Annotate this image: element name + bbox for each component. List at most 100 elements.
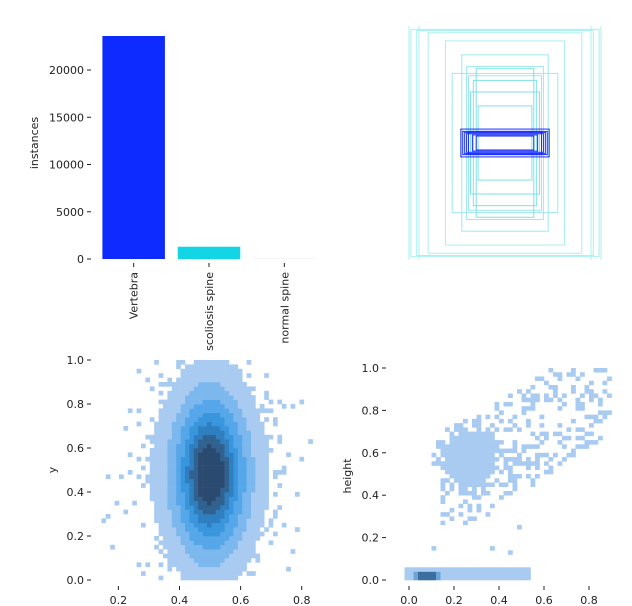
heatmap-cell: [242, 382, 247, 387]
heatmap-cell: [167, 430, 173, 436]
heatmap-cell: [180, 487, 186, 493]
heatmap-cell: [233, 500, 239, 506]
heatmap-cell: [233, 421, 239, 427]
heatmap-cell: [229, 474, 234, 480]
heatmap-cell: [242, 470, 247, 475]
heatmap-cell: [251, 527, 256, 532]
xy-y-tick-label: 0.4: [67, 486, 85, 499]
heatmap-cell: [202, 549, 208, 554]
heatmap-cell: [185, 470, 190, 475]
heatmap-cell: [251, 395, 256, 400]
heatmap-cell: [185, 487, 190, 493]
heatmap-cell: [229, 478, 234, 484]
heatmap-cell: [176, 382, 181, 387]
heatmap-cell: [211, 566, 217, 572]
heatmap-cell: [463, 490, 468, 496]
heatmap-cell: [472, 516, 477, 521]
heatmap-cell: [251, 456, 256, 462]
heatmap-cell: [472, 431, 477, 437]
heatmap-cell: [454, 457, 459, 462]
heatmap-cell: [494, 406, 500, 411]
heatmap-cell: [526, 457, 531, 462]
heatmap-cell: [211, 421, 217, 427]
heatmap-cell: [202, 478, 208, 484]
heatmap-cell: [185, 496, 190, 502]
heatmap-cell: [449, 452, 455, 458]
heatmap-cell: [264, 417, 269, 422]
heatmap-cell: [598, 368, 603, 373]
heatmap-cell: [251, 439, 256, 444]
heatmap-cell: [198, 540, 203, 546]
heatmap-cell: [481, 469, 486, 475]
xy-x-tick-label: 0.8: [293, 594, 311, 606]
heatmap-cell: [220, 496, 225, 502]
bounding-box: [451, 72, 559, 214]
heatmap-cell: [242, 514, 247, 519]
wh-x-tick-label: 0.8: [580, 594, 598, 606]
heatmap-cell: [158, 474, 164, 480]
heatmap-cell: [185, 395, 190, 400]
heatmap-cell: [508, 571, 513, 577]
heatmap-cell: [251, 496, 256, 502]
heatmap-cell: [602, 389, 608, 394]
heatmap-cell: [584, 444, 590, 449]
heatmap-cell: [526, 474, 531, 479]
heatmap-cell: [508, 567, 513, 572]
heatmap-cell: [242, 540, 247, 546]
heatmap-cell: [463, 452, 468, 458]
heatmap-cell: [277, 434, 283, 440]
heatmap-cell: [215, 478, 221, 484]
heatmap-cell: [467, 440, 473, 445]
heatmap-cell: [512, 440, 518, 445]
heatmap-cell: [229, 549, 234, 554]
heatmap-cell: [281, 522, 287, 528]
heatmap-cell: [207, 426, 212, 431]
heatmap-cell: [189, 575, 195, 581]
heatmap-cell: [211, 417, 217, 422]
heatmap-cell: [544, 380, 549, 386]
heatmap-cell: [185, 417, 190, 422]
heatmap-cell: [185, 421, 190, 427]
heatmap-cell: [251, 465, 256, 471]
heatmap-cell: [171, 390, 177, 396]
heatmap-cell: [490, 571, 495, 577]
heatmap-cell: [458, 444, 464, 449]
heatmap-cell: [224, 382, 230, 387]
heatmap-cell: [202, 558, 208, 563]
heatmap-cell: [193, 443, 199, 449]
heatmap-cell: [207, 531, 212, 537]
heatmap-cell: [171, 474, 177, 480]
heatmap-cell: [180, 474, 186, 480]
heatmap-cell: [189, 426, 195, 431]
heatmap-cell: [224, 430, 230, 436]
heatmap-cell: [449, 486, 455, 492]
heatmap-cell: [526, 567, 531, 572]
heatmap-cell: [198, 439, 203, 444]
heatmap-cell: [163, 382, 168, 387]
heatmap-cell: [530, 461, 536, 466]
heatmap-cell: [454, 448, 459, 454]
heatmap-cell: [233, 509, 239, 515]
heatmap-cell: [481, 431, 486, 437]
heatmap-cell: [472, 486, 477, 492]
heatmap-cell: [220, 470, 225, 475]
heatmap-cell: [246, 434, 252, 440]
heatmap-cell: [189, 483, 195, 488]
heatmap-cell: [517, 452, 522, 458]
heatmap-cell: [418, 575, 423, 581]
heatmap-cell: [259, 514, 265, 519]
heatmap-cell: [193, 408, 199, 414]
heatmap-cell: [476, 503, 482, 509]
heatmap-cell: [246, 492, 252, 497]
heatmap-cell: [163, 553, 168, 559]
heatmap-cell: [246, 558, 252, 563]
heatmap-cell: [180, 536, 186, 541]
heatmap-cell: [233, 417, 239, 422]
heatmap-cell: [185, 514, 190, 519]
heatmap-cell: [224, 544, 230, 550]
heatmap-cell: [237, 483, 243, 488]
heatmap-cell: [472, 567, 477, 572]
heatmap-cell: [535, 393, 540, 398]
heatmap-cell: [220, 390, 225, 396]
